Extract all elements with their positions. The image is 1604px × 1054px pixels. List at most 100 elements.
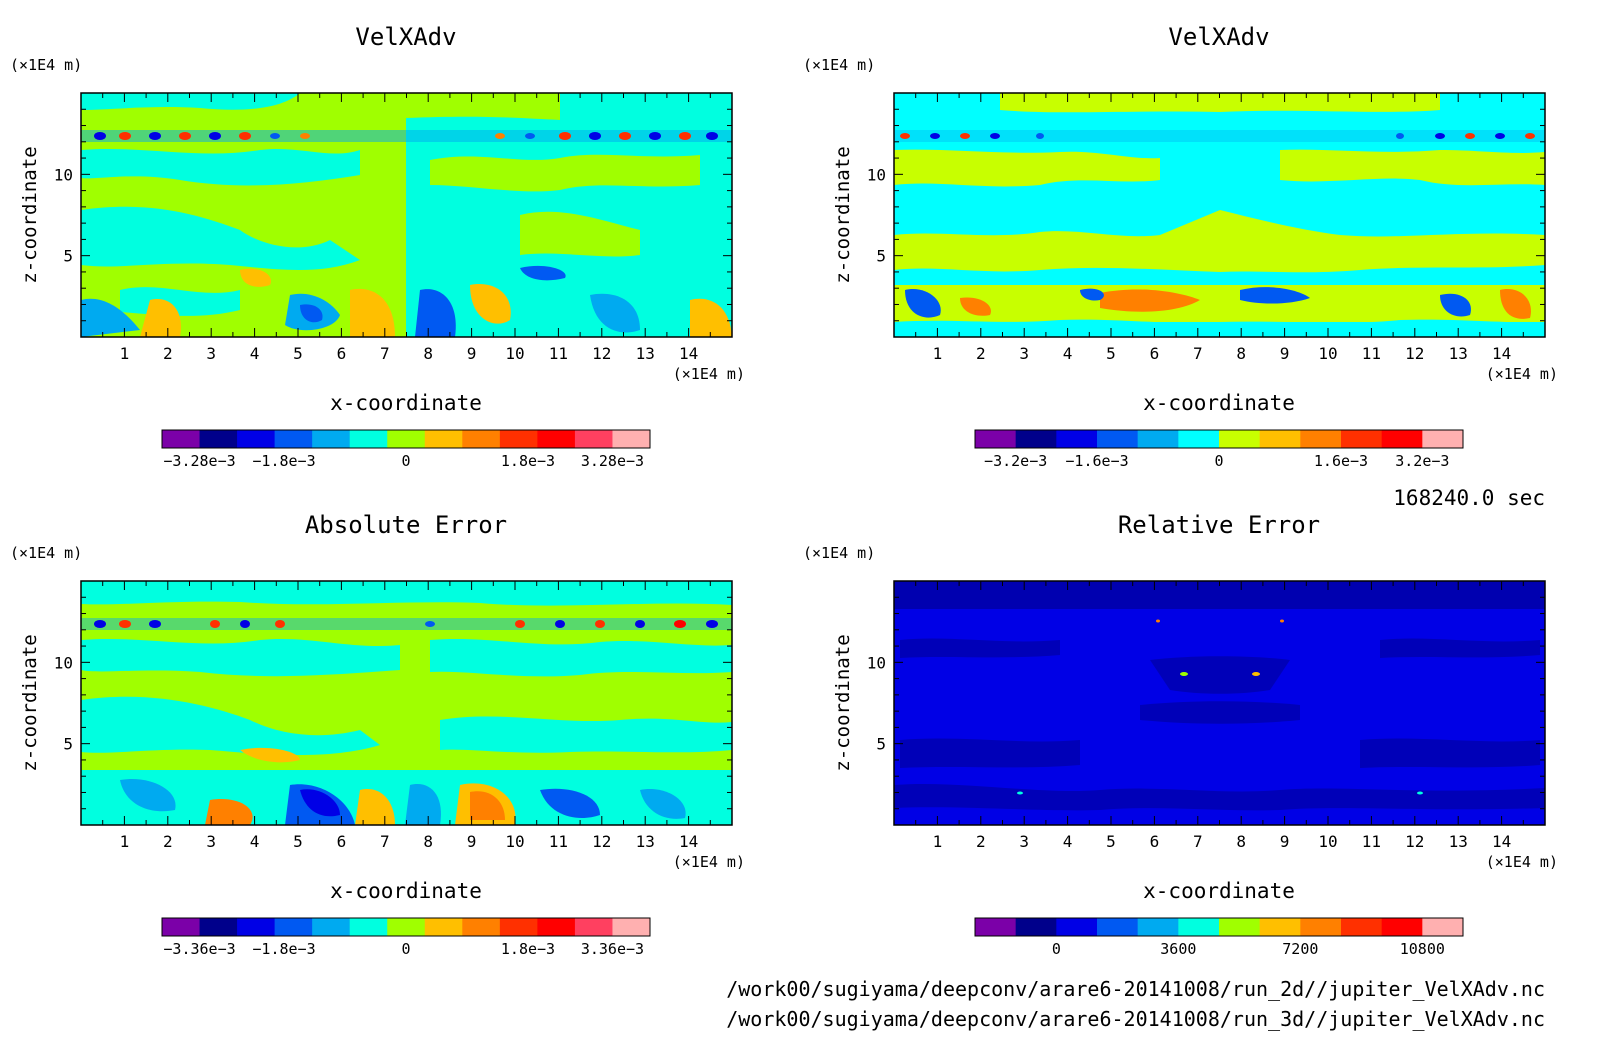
- band-vortices: [900, 133, 1535, 139]
- colorbar-swatch: [1259, 918, 1301, 936]
- colorbar-label: 0: [1214, 452, 1223, 470]
- colorbar-label: 0: [1052, 940, 1061, 958]
- colorbar-swatch: [1137, 918, 1179, 936]
- x-tick-label: 9: [467, 832, 477, 851]
- colorbar-swatch: [537, 918, 576, 936]
- x-tick-label: 5: [293, 832, 303, 851]
- x-tick-label: 13: [1449, 344, 1468, 363]
- y-axis-label: z-coordinate: [19, 146, 41, 283]
- colorbar-label: −1.6e−3: [1065, 452, 1128, 470]
- x-tick-label: 8: [1236, 832, 1246, 851]
- x-tick-label: 2: [976, 344, 986, 363]
- colorbar-swatch: [499, 918, 538, 936]
- colorbar-swatch: [1015, 918, 1057, 936]
- y-axis-label: z-coordinate: [832, 634, 854, 771]
- y-unit-label: (×1E4 m): [10, 56, 82, 74]
- x-tick-label: 11: [1362, 832, 1381, 851]
- colorbar-swatch: [975, 430, 1017, 448]
- x-tick-label: 1: [120, 344, 130, 363]
- colorbar-swatch: [312, 918, 351, 936]
- y-unit-label: (×1E4 m): [10, 544, 82, 562]
- x-unit-label: (×1E4 m): [1486, 853, 1558, 871]
- colorbar-frame: [974, 429, 1464, 449]
- colorbar-label: −1.8e−3: [252, 940, 315, 958]
- file-path-2d: /work00/sugiyama/deepconv/arare6-2014100…: [726, 977, 1545, 1001]
- colorbar-label: 3.36e−3: [581, 940, 644, 958]
- colorbar-label: 3600: [1160, 940, 1196, 958]
- x-unit-label: (×1E4 m): [1486, 365, 1558, 383]
- x-tick-label: 10: [1318, 344, 1337, 363]
- colorbar-swatch: [612, 918, 651, 936]
- x-tick-label: 7: [1193, 344, 1203, 363]
- colorbar-label: 3.28e−3: [581, 452, 644, 470]
- x-tick-label: 8: [423, 832, 433, 851]
- x-tick-label: 1: [933, 832, 943, 851]
- x-tick-label: 12: [1405, 344, 1424, 363]
- colorbar-swatch: [237, 918, 276, 936]
- colorbar-swatch: [1381, 918, 1423, 936]
- x-tick-label: 6: [337, 832, 347, 851]
- x-tick-label: 10: [505, 344, 524, 363]
- axis-ticks: [81, 93, 732, 337]
- file-path-3d: /work00/sugiyama/deepconv/arare6-2014100…: [726, 1007, 1545, 1031]
- colorbar-swatch: [537, 430, 576, 448]
- time-label: 168240.0 sec: [1393, 486, 1545, 510]
- colorbar-swatch: [1097, 430, 1139, 448]
- colorbar-label: 10800: [1400, 940, 1445, 958]
- x-tick-label: 3: [206, 832, 216, 851]
- colorbar-swatch: [1056, 430, 1098, 448]
- colorbar-label: 1.8e−3: [501, 452, 555, 470]
- x-tick-label: 9: [467, 344, 477, 363]
- colorbar-swatch: [1300, 430, 1342, 448]
- colorbar-swatch: [424, 918, 463, 936]
- x-tick-label: 1: [120, 832, 130, 851]
- x-unit-label: (×1E4 m): [673, 853, 745, 871]
- panel-title: Absolute Error: [305, 511, 507, 539]
- colorbar-label: 7200: [1282, 940, 1318, 958]
- x-axis-label: x-coordinate: [1143, 391, 1295, 415]
- colorbar-swatch: [1422, 430, 1464, 448]
- band-vortices: [94, 620, 718, 628]
- x-tick-label: 14: [1492, 344, 1511, 363]
- x-tick-label: 12: [592, 832, 611, 851]
- x-axis-label: x-coordinate: [330, 391, 482, 415]
- colorbar-swatch: [1056, 918, 1098, 936]
- colorbar-swatch: [1097, 918, 1139, 936]
- colorbar-swatch: [975, 918, 1017, 936]
- panel-velxadv-3d: VelXAdv (×1E4 m): [803, 23, 1558, 470]
- x-tick-label: 2: [976, 832, 986, 851]
- colorbar-label: 1.8e−3: [501, 940, 555, 958]
- colorbar-swatch: [1259, 430, 1301, 448]
- colorbar-label: 1.6e−3: [1314, 452, 1368, 470]
- colorbar-swatch: [1137, 430, 1179, 448]
- colorbar-swatch: [199, 918, 238, 936]
- colorbar-swatch: [1219, 430, 1261, 448]
- x-tick-label: 6: [337, 344, 347, 363]
- x-tick-label: 5: [293, 344, 303, 363]
- colorbar-swatch: [312, 430, 351, 448]
- y-tick-label: 10: [54, 165, 73, 184]
- colorbar-label: −1.8e−3: [252, 452, 315, 470]
- colorbar-swatch: [349, 430, 388, 448]
- colorbar-swatch: [1219, 918, 1261, 936]
- x-axis-label: x-coordinate: [1143, 879, 1295, 903]
- colorbar-frame: [161, 429, 651, 449]
- colorbar-swatch: [1178, 918, 1220, 936]
- colorbar-label: −3.2e−3: [984, 452, 1047, 470]
- x-tick-label: 5: [1106, 832, 1116, 851]
- colorbar-swatch: [1381, 430, 1423, 448]
- colorbar-swatch: [574, 918, 613, 936]
- colorbar-swatch: [387, 430, 426, 448]
- x-tick-label: 14: [679, 832, 698, 851]
- x-tick-label: 7: [380, 832, 390, 851]
- x-tick-label: 1: [933, 344, 943, 363]
- axis-ticks: [894, 93, 1545, 337]
- x-tick-label: 12: [1405, 832, 1424, 851]
- colorbar-frame: [161, 917, 651, 937]
- colorbar-swatch: [274, 430, 313, 448]
- axis-ticks: [894, 581, 1545, 825]
- panel-absolute-error: Absolute Error (×1E4 m): [10, 511, 745, 958]
- x-tick-label: 6: [1150, 832, 1160, 851]
- x-tick-label: 2: [163, 832, 173, 851]
